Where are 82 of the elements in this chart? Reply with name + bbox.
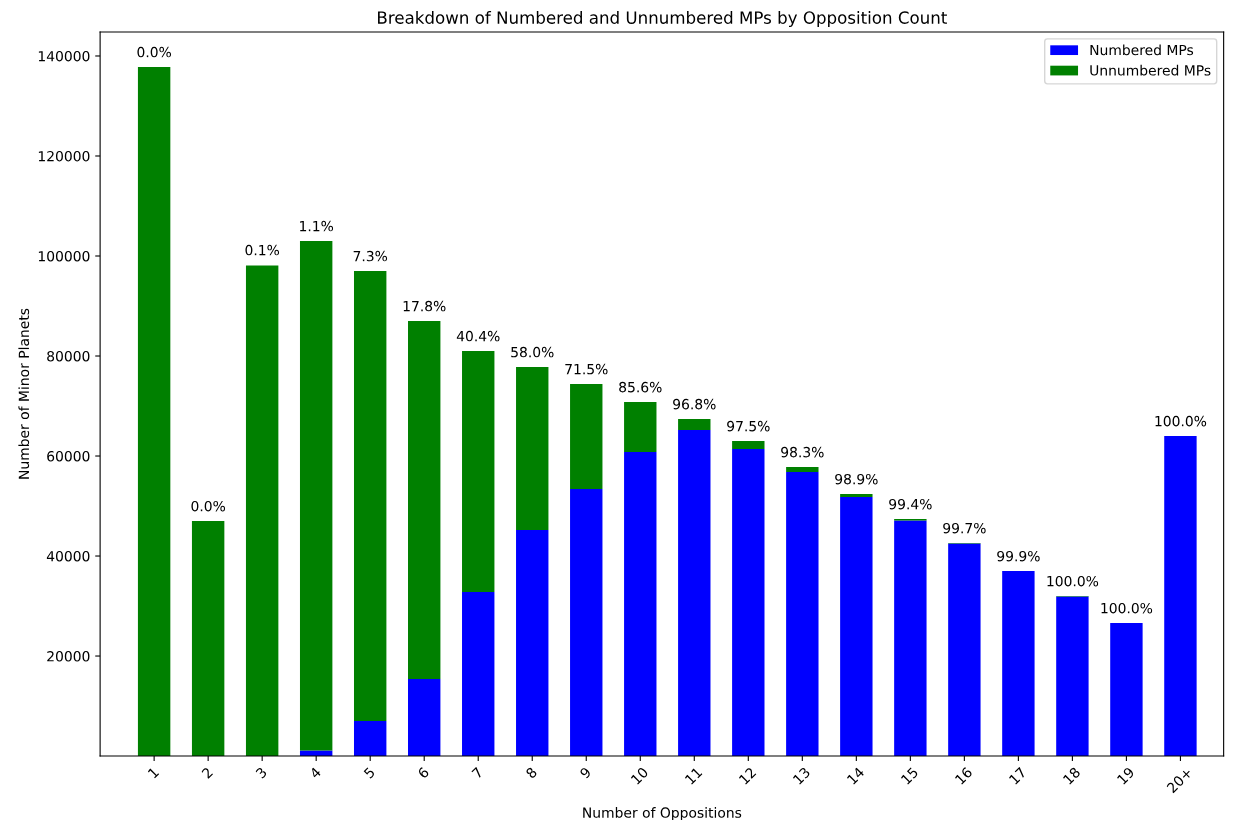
chart-title: Breakdown of Numbered and Unnumbered MPs by Opposition Count xyxy=(378,10,947,28)
bar xyxy=(678,419,711,431)
bar xyxy=(245,265,279,757)
annotation: 99.7% xyxy=(943,522,986,534)
x-tick-label: 2 xyxy=(201,766,213,779)
bar xyxy=(1164,436,1197,757)
bar xyxy=(191,521,225,757)
annotation: 7.3% xyxy=(353,250,388,262)
annotation: 98.9% xyxy=(835,473,878,485)
annotation: 96.8% xyxy=(673,398,716,410)
annotation: 58.0% xyxy=(511,346,554,358)
annotation: 40.4% xyxy=(456,330,500,342)
x-tick-label: 4 xyxy=(309,766,322,779)
bar xyxy=(570,489,603,757)
x-tick-label: 14 xyxy=(846,766,865,785)
bar xyxy=(786,472,819,757)
bar xyxy=(408,321,441,680)
x-axis-title: Number of Oppositions xyxy=(583,807,742,820)
annotation: 98.3% xyxy=(781,446,824,458)
bar xyxy=(1002,571,1035,757)
x-tick-label: 7 xyxy=(471,766,484,779)
x-tick-label: 20+ xyxy=(1166,766,1193,794)
bar xyxy=(840,494,873,498)
annotation: 97.5% xyxy=(727,420,770,432)
bar xyxy=(948,543,981,757)
annotation: 100.0% xyxy=(1155,415,1207,427)
x-tick-label: 17 xyxy=(1008,766,1027,785)
bar xyxy=(732,449,765,757)
x-tick-label: 11 xyxy=(684,766,703,785)
bar xyxy=(624,452,657,757)
legend-label: Unnumbered MPs xyxy=(1090,64,1211,76)
annotation: 100.0% xyxy=(1047,575,1099,587)
bar xyxy=(570,384,603,490)
bar xyxy=(462,592,495,757)
y-tick-label: 40000 xyxy=(46,550,90,562)
bar xyxy=(894,520,927,757)
bar xyxy=(516,367,549,531)
annotation: 99.9% xyxy=(997,550,1040,562)
x-tick-label: 8 xyxy=(525,766,538,779)
x-tick-label: 18 xyxy=(1062,766,1081,785)
annotation: 0.0% xyxy=(137,46,172,58)
x-tick-label: 1 xyxy=(147,766,160,779)
bar xyxy=(137,66,171,757)
x-tick-label: 13 xyxy=(792,766,811,785)
annotation: 100.0% xyxy=(1101,602,1153,614)
x-tick-label: 16 xyxy=(954,766,973,785)
x-tick-label: 5 xyxy=(363,766,376,779)
y-tick-label: 140000 xyxy=(38,50,90,62)
bar xyxy=(678,430,711,757)
bar xyxy=(1110,623,1143,757)
x-tick-label: 15 xyxy=(900,766,919,785)
x-tick-label: 10 xyxy=(630,766,649,785)
y-tick-label: 80000 xyxy=(47,350,90,362)
y-tick-label: 20000 xyxy=(47,651,90,662)
bar xyxy=(840,497,873,757)
annotation: 0.1% xyxy=(245,244,280,256)
x-tick-label: 3 xyxy=(255,766,268,779)
bar xyxy=(1056,596,1089,757)
x-tick-label: 12 xyxy=(738,766,757,785)
bar xyxy=(299,241,333,751)
annotation: 17.8% xyxy=(403,300,446,312)
bar xyxy=(516,530,549,757)
x-tick-label: 19 xyxy=(1116,766,1135,785)
annotation: 71.5% xyxy=(565,363,608,375)
bar xyxy=(462,351,495,593)
y-tick-label: 100000 xyxy=(38,250,90,262)
bar xyxy=(786,467,819,473)
annotation: 1.1% xyxy=(300,220,334,232)
bar xyxy=(624,402,657,453)
bar xyxy=(408,679,441,757)
bar xyxy=(732,441,765,450)
y-tick-label: 60000 xyxy=(47,450,90,462)
annotation: 0.0% xyxy=(191,500,226,512)
y-tick-label: 120000 xyxy=(38,150,90,162)
annotation: 85.6% xyxy=(619,381,662,393)
x-tick-label: 6 xyxy=(417,766,430,779)
bar xyxy=(353,721,387,757)
annotation: 99.4% xyxy=(889,498,932,510)
y-axis-title: Number of Minor Planets xyxy=(18,308,30,479)
legend-label: Numbered MPs xyxy=(1090,44,1194,56)
bar xyxy=(353,271,387,722)
x-tick-label: 9 xyxy=(579,766,592,779)
